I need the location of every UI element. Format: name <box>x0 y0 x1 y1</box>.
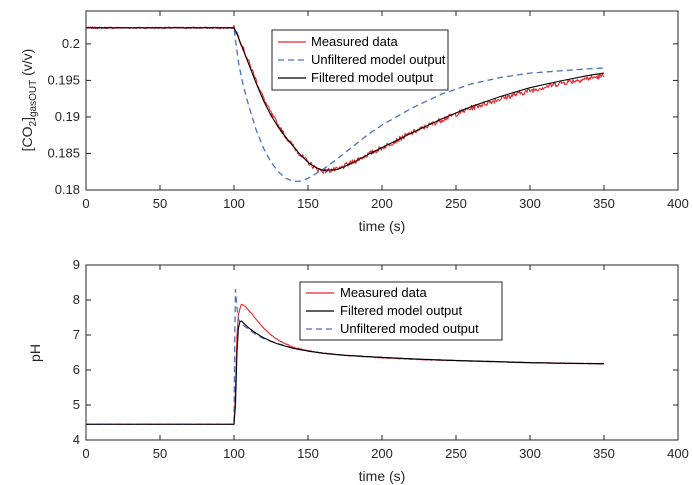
x-tick-label-0-0: 0 <box>82 196 89 211</box>
x-tick-label-0-6: 300 <box>519 196 541 211</box>
ph-legend: Measured data Filtered model output Unfi… <box>299 281 503 341</box>
x-tick-label-0-3: 150 <box>297 196 319 211</box>
co2-legend: Measured data Unfiltered model output Fi… <box>271 29 449 91</box>
x-tick-label-0-7: 350 <box>593 196 615 211</box>
x-tick-label-0-4: 200 <box>371 196 393 211</box>
y-tick-label-0-4: 0.2 <box>62 36 80 51</box>
y-tick-label-1-0: 4 <box>73 432 80 447</box>
ph-ticks-group: 0 50 100 150 200 250 300 350 400 4 5 6 7 8 9 <box>73 257 689 461</box>
x-tick-label-0-2: 100 <box>223 196 245 211</box>
series-line-0-2 <box>86 27 605 171</box>
ph-series-group <box>85 288 605 426</box>
co2-legend-label-filtered: Filtered model output <box>311 70 434 85</box>
co2-panel: 0 50 100 150 200 250 300 350 400 0.18 0.185 0.19 0.1… <box>19 10 689 234</box>
y-tick-label-0-3: 0.195 <box>47 72 80 87</box>
ph-y-axis-label: pH <box>27 344 43 362</box>
co2-ticks-group: 0 50 100 150 200 250 300 350 400 0.18 0.185 0.19 0.1… <box>47 11 689 211</box>
x-tick-label-1-1: 50 <box>153 446 167 461</box>
x-tick-label-1-7: 350 <box>593 446 615 461</box>
x-tick-label-1-3: 150 <box>297 446 319 461</box>
ph-x-axis-label: time (s) <box>359 468 406 484</box>
y-tick-label-0-0: 0.18 <box>55 182 80 197</box>
x-tick-label-1-2: 100 <box>223 446 245 461</box>
y-tick-label-1-5: 9 <box>73 257 80 272</box>
x-tick-label-1-5: 250 <box>445 446 467 461</box>
y-tick-label-1-2: 6 <box>73 362 80 377</box>
ph-legend-label-measured: Measured data <box>340 285 427 300</box>
co2-x-axis-label: time (s) <box>359 218 406 234</box>
y-tick-label-0-1: 0.185 <box>47 145 80 160</box>
y-tick-label-0-2: 0.19 <box>55 109 80 124</box>
x-tick-label-1-6: 300 <box>519 446 541 461</box>
co2-y-axis-label: [CO2]gasOUT (v/v) <box>19 49 39 152</box>
x-tick-label-0-5: 250 <box>445 196 467 211</box>
y-tick-label-1-1: 5 <box>73 397 80 412</box>
x-tick-label-1-4: 200 <box>371 446 393 461</box>
co2-legend-label-measured: Measured data <box>311 34 398 49</box>
series-line-1-1 <box>86 320 605 425</box>
y-tick-label-1-4: 8 <box>73 292 80 307</box>
y-tick-label-1-3: 7 <box>73 327 80 342</box>
ph-legend-label-unfiltered: Unfiltered moded output <box>340 321 479 336</box>
co2-legend-label-unfiltered: Unfiltered model output <box>311 52 446 67</box>
x-tick-label-0-8: 400 <box>667 196 689 211</box>
series-line-0-1 <box>86 27 605 182</box>
x-tick-label-0-1: 50 <box>153 196 167 211</box>
x-tick-label-1-8: 400 <box>667 446 689 461</box>
ph-legend-label-filtered: Filtered model output <box>340 303 463 318</box>
co2-series-group <box>85 24 605 182</box>
x-tick-label-1-0: 0 <box>82 446 89 461</box>
